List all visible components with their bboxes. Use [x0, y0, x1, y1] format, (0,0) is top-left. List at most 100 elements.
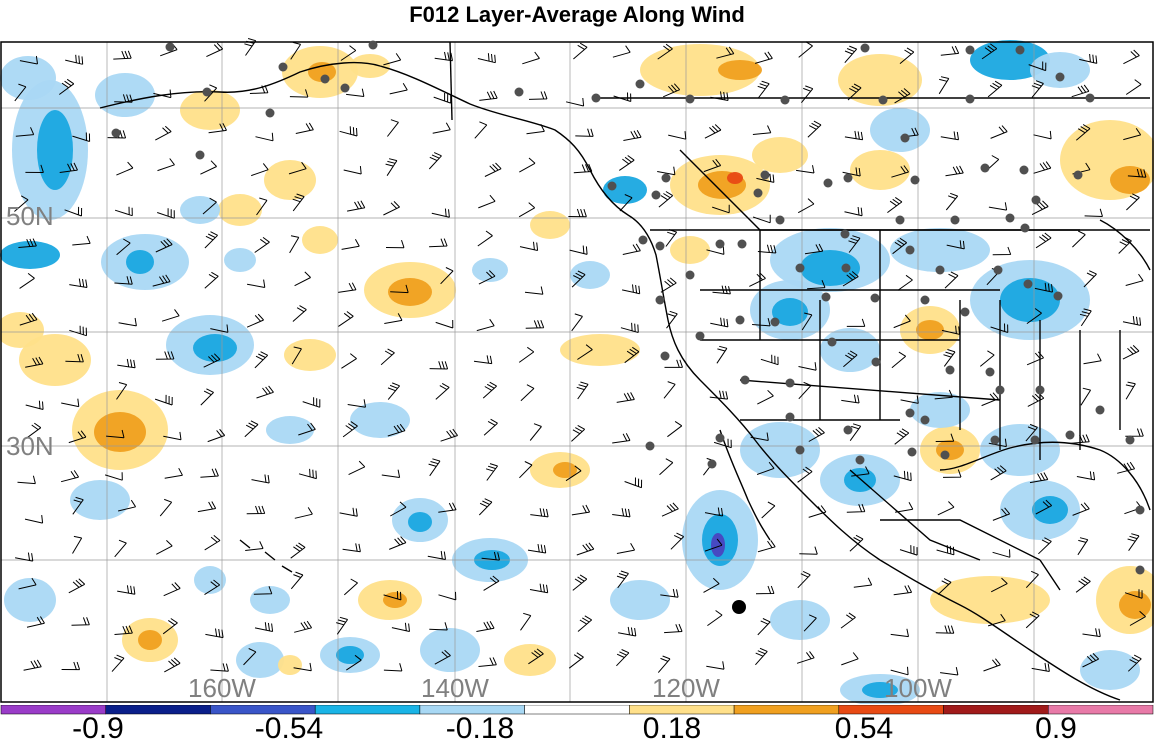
wind-barb: [935, 625, 955, 634]
wind-barb: [992, 246, 1012, 256]
wind-barb: [844, 206, 863, 217]
station-dot: [737, 239, 747, 249]
wind-barb: [205, 628, 224, 639]
wind-barb: [117, 358, 136, 369]
wind-barb: [438, 502, 457, 513]
wind-barb: [571, 313, 583, 332]
station-dot: [920, 295, 930, 305]
wind-barb: [207, 428, 226, 443]
station-dot: [111, 128, 121, 138]
colorbar-label-neg-0-54: -0.54: [254, 712, 324, 745]
wind-barb: [389, 536, 407, 550]
wind-barb: [341, 238, 360, 250]
wind-barb: [387, 423, 406, 437]
wind-barb: [657, 43, 673, 60]
wind-barb: [338, 311, 354, 327]
shaded-region: [850, 150, 910, 190]
wind-barb: [890, 628, 909, 638]
wind-barb: [68, 430, 87, 444]
wind-barb: [200, 160, 217, 175]
wind-barb: [707, 610, 723, 627]
wind-barb: [440, 267, 454, 285]
wind-barb: [117, 585, 136, 595]
wind-barb: [210, 663, 229, 672]
station-dot: [368, 40, 378, 50]
wind-barb: [61, 398, 80, 408]
wind-barb: [528, 91, 548, 100]
wind-barb: [992, 549, 1011, 558]
wind-barb: [616, 570, 629, 589]
wind-barb: [292, 305, 307, 322]
shaded-region: [408, 512, 432, 532]
wind-barb: [202, 197, 217, 215]
station-dot: [855, 455, 865, 465]
station-dot: [635, 79, 645, 89]
station-dot: [780, 95, 790, 105]
wind-barb: [799, 546, 818, 555]
wind-barb: [528, 648, 544, 665]
wind-barb: [1035, 232, 1052, 249]
shaded-region: [278, 655, 302, 675]
station-dot: [821, 292, 831, 302]
wind-barb: [294, 271, 311, 287]
wind-barb: [797, 570, 811, 589]
wind-barb: [946, 240, 965, 250]
wind-barb: [981, 43, 998, 60]
station-dot: [655, 241, 665, 251]
wind-barb: [387, 382, 400, 400]
wind-barb: [1071, 84, 1090, 98]
wind-barb: [14, 83, 27, 102]
shaded-region: [560, 334, 640, 366]
wind-barb: [612, 433, 631, 444]
station-dot: [685, 270, 695, 280]
wind-barb: [755, 585, 775, 595]
wind-barb: [1027, 392, 1045, 407]
wind-barb: [1079, 53, 1098, 64]
wind-barb: [14, 195, 29, 212]
shaded-region: [553, 462, 577, 478]
wind-barb: [844, 45, 858, 64]
wind-barb: [1034, 282, 1053, 293]
wind-barb: [438, 591, 457, 601]
wind-barb: [796, 651, 815, 664]
wind-barb: [254, 622, 274, 632]
wind-barb: [440, 428, 458, 442]
wind-barb: [757, 618, 771, 636]
wind-barb: [1031, 662, 1050, 672]
wind-barb: [292, 193, 305, 212]
shaded-region: [180, 196, 220, 224]
wind-barb: [577, 615, 593, 632]
shaded-region: [752, 137, 808, 173]
wind-barb: [65, 54, 84, 65]
lon-label-140w: 140W: [421, 673, 489, 703]
wind-barb: [897, 274, 913, 291]
shaded-region: [284, 339, 336, 371]
wind-barb: [616, 542, 636, 554]
wind-barb: [210, 324, 229, 333]
wind-barb: [476, 318, 495, 332]
wind-barb: [798, 41, 813, 58]
wind-barb: [200, 468, 219, 478]
station-dot: [827, 337, 837, 347]
wind-barb: [749, 272, 766, 287]
wind-barb: [116, 382, 128, 400]
wind-barb: [60, 470, 80, 483]
wind-barb: [1123, 128, 1142, 141]
wind-barb: [251, 163, 269, 177]
wind-barb: [204, 535, 221, 551]
wind-barb: [713, 438, 732, 449]
wind-barb: [153, 89, 172, 99]
wind-barb: [1082, 653, 1100, 668]
wind-barb: [302, 397, 321, 408]
wind-barb: [1127, 168, 1147, 178]
wind-barb: [1033, 161, 1052, 174]
wind-barb: [525, 320, 545, 329]
wind-barb: [204, 231, 218, 249]
wind-barb: [1125, 381, 1136, 400]
wind-barb: [106, 429, 125, 439]
wind-barb: [798, 362, 817, 371]
wind-barb: [246, 505, 266, 515]
shaded-region: [37, 110, 73, 190]
station-dot: [871, 357, 881, 367]
wind-barb: [428, 152, 442, 170]
